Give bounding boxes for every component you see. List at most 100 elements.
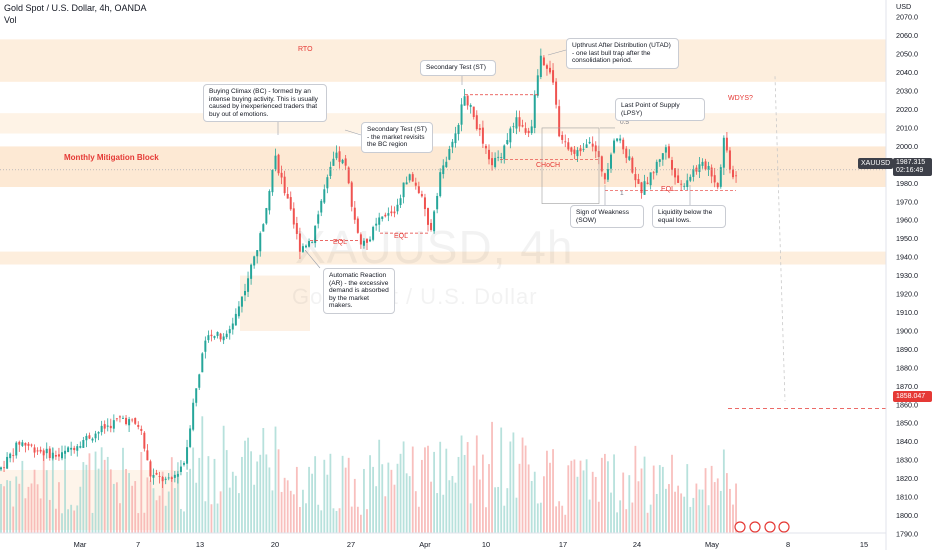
bull-volume-bar (234, 475, 237, 533)
bull-volume-bar (201, 416, 204, 533)
bear-volume-bar (646, 512, 649, 533)
bull-candle (515, 117, 518, 129)
bear-volume-bar (597, 501, 600, 533)
bear-candle (289, 197, 292, 210)
bull-candle (405, 182, 408, 185)
bear-candle (292, 208, 295, 225)
upper-zone (0, 113, 886, 134)
bull-candle (317, 214, 320, 224)
bull-volume-bar (512, 432, 515, 533)
bull-volume-bar (21, 460, 24, 533)
bull-candle (539, 55, 542, 77)
bear-volume-bar (48, 499, 51, 533)
bear-candle (115, 418, 118, 420)
bull-volume-bar (152, 488, 155, 533)
bear-volume-bar (637, 481, 640, 533)
bull-candle (51, 452, 54, 459)
bull-candle (655, 161, 658, 173)
bear-volume-bar (677, 485, 679, 533)
bull-candle (216, 332, 219, 336)
chart-title[interactable]: Gold Spot / U.S. Dollar, 4h, OANDA (4, 3, 147, 13)
bear-volume-bar (573, 459, 576, 533)
bull-volume-bar (329, 453, 332, 533)
bull-candle (448, 149, 451, 160)
currency-label: USD (896, 2, 912, 11)
bull-candle (530, 126, 533, 134)
bear-candle (356, 218, 359, 233)
bull-volume-bar (372, 466, 374, 533)
bull-candle (64, 450, 67, 454)
bear-candle (674, 168, 677, 178)
price-tick-label: 1980.0 (896, 179, 918, 188)
bull-candle (301, 246, 304, 252)
bear-volume-bar (640, 468, 643, 533)
bear-volume-bar (732, 504, 734, 533)
bear-volume-bar (3, 486, 5, 533)
price-tick-label: 1850.0 (896, 419, 918, 428)
bear-volume-bar (549, 462, 551, 533)
bull-candle (509, 128, 512, 143)
bull-volume-bar (271, 490, 274, 533)
bull-candle (225, 333, 228, 338)
bull-candle (408, 174, 411, 181)
bear-volume-bar (88, 453, 91, 533)
bull-candle (442, 165, 445, 175)
price-tick-label: 1960.0 (896, 216, 918, 225)
bear-volume-bar (73, 510, 76, 533)
bear-candle (728, 150, 731, 170)
callout-secondary-test-1[interactable]: Secondary Test (ST) - the market revisit… (361, 122, 433, 153)
price-tick-label: 2050.0 (896, 50, 918, 59)
callout-sign-of-weakness[interactable]: Sign of Weakness (SOW) (570, 205, 644, 229)
symbol-price-tag[interactable]: XAUUSD (858, 158, 894, 169)
callout-buying-climax[interactable]: Buying Climax (BC) - formed by an intens… (203, 84, 327, 123)
callout-liquidity[interactable]: Liquidity below the equal lows. (652, 205, 726, 229)
bull-candle (128, 419, 131, 426)
bear-volume-bar (524, 445, 527, 533)
bear-volume-bar (36, 484, 39, 533)
bull-volume-bar (533, 471, 536, 533)
current-price-tag: 1987.315 02:16:49 (893, 158, 932, 176)
time-tick-label: 20 (271, 540, 279, 549)
bear-candle (622, 139, 625, 150)
bear-candle (603, 173, 606, 180)
bull-volume-bar (256, 461, 259, 533)
event-marker-icon (764, 521, 776, 533)
callout-utad[interactable]: Upthrust After Distribution (UTAD) - one… (566, 38, 679, 69)
bull-volume-bar (539, 502, 542, 533)
bull-candle (250, 264, 253, 279)
bull-volume-bar (402, 441, 405, 533)
bull-candle (378, 217, 381, 225)
time-tick-label: 27 (347, 540, 355, 549)
bear-candle (140, 428, 143, 431)
bull-candle (311, 242, 314, 244)
callout-lpsy[interactable]: Last Point of Supply (LPSY) (615, 98, 705, 122)
bull-candle (375, 223, 378, 226)
bull-candle (445, 161, 448, 168)
bull-volume-bar (180, 508, 182, 533)
bull-candle (399, 198, 402, 206)
bear-candle (146, 450, 149, 461)
bull-candle (262, 224, 265, 232)
price-axis[interactable]: 2070.0 2060.0 2050.0 2040.0 2030.0 2020.0 2010… (885, 0, 918, 550)
bull-volume-bar (247, 437, 249, 533)
bear-candle (640, 182, 643, 194)
bear-volume-bar (344, 467, 347, 533)
bull-volume-bar (308, 466, 310, 533)
bull-volume-bar (619, 500, 622, 533)
volume-layer (0, 416, 737, 533)
bear-candle (384, 214, 387, 217)
bull-volume-bar (658, 465, 661, 533)
bear-candle (591, 143, 594, 147)
bear-candle (518, 117, 521, 127)
bull-volume-bar (79, 486, 82, 533)
bear-candle (286, 193, 289, 199)
bear-volume-bar (384, 496, 387, 533)
volume-label[interactable]: Vol (4, 15, 17, 25)
bull-volume-bar (259, 454, 262, 533)
time-axis[interactable]: Mar 7 13 20 27 Apr 10 17 24 May 8 15 (0, 532, 886, 549)
bear-volume-bar (131, 485, 134, 533)
callout-secondary-test-2[interactable]: Secondary Test (ST) (420, 60, 496, 76)
bear-volume-bar (350, 506, 353, 533)
callout-automatic-reaction[interactable]: Automatic Reaction (AR) - the excessive … (323, 268, 395, 314)
bear-candle (210, 334, 213, 337)
